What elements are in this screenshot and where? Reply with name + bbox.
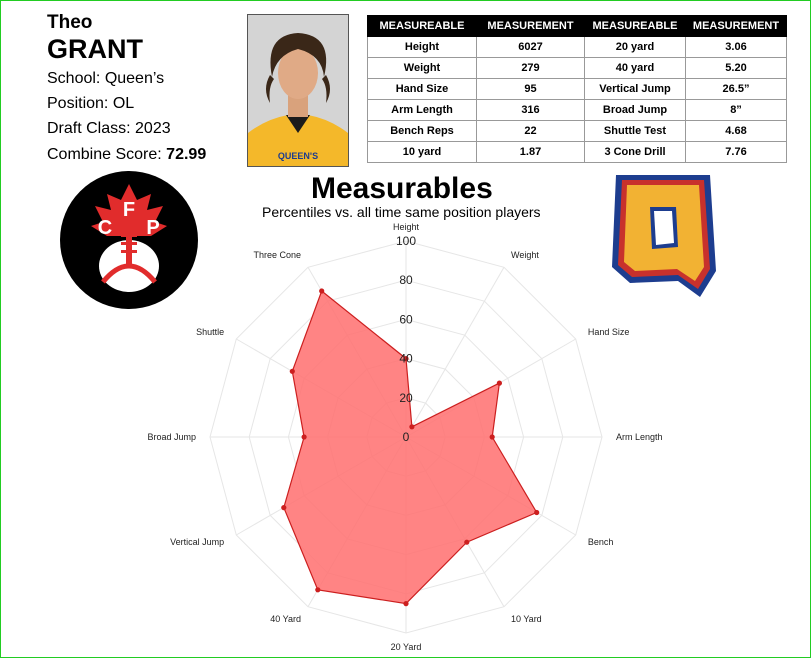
data-point: [289, 368, 295, 374]
data-point: [301, 434, 307, 440]
table-cell: 40 yard: [584, 57, 686, 79]
radial-tick-label: 80: [399, 273, 413, 287]
table-header-row: MEASUREABLE MEASUREMENT MEASUREABLE MEAS…: [367, 15, 787, 37]
axis-label: Vertical Jump: [170, 537, 224, 547]
axis-label: Height: [393, 222, 420, 232]
table-cell: Height: [367, 36, 477, 58]
data-point: [403, 601, 409, 607]
draft-class-line: Draft Class: 2023: [47, 120, 171, 137]
player-first-name: Theo: [47, 12, 93, 33]
axis-label: Hand Size: [588, 327, 630, 337]
jersey-text: QUEEN'S: [278, 151, 318, 161]
axis-labels: Height Weight Hand Size Arm Length Bench 10 Y…: [147, 222, 662, 652]
axis-label: 20 Yard: [391, 642, 422, 652]
axis-label: Bench: [588, 537, 614, 547]
header-measurement-1: MEASUREMENT: [476, 15, 585, 37]
header-measurement-2: MEASUREMENT: [685, 15, 787, 37]
position-line: Position: OL: [47, 95, 135, 112]
table-cell: Weight: [367, 57, 477, 79]
table-row: Height 6027 20 yard 3.06: [367, 36, 787, 58]
table-cell: 6027: [476, 36, 585, 58]
cfp-logo: C F P: [55, 170, 203, 310]
axis-label: 40 Yard: [270, 614, 301, 624]
radar-series: [281, 288, 540, 607]
data-point: [315, 587, 321, 593]
radar-area: [283, 290, 538, 605]
table-row: 10 yard 1.87 3 Cone Drill 7.76: [367, 141, 787, 163]
radial-tick-label: 60: [399, 312, 413, 326]
chart-subtitle: Percentiles vs. all time same position p…: [262, 204, 541, 220]
table-row: Arm Length 316 Broad Jump 8”: [367, 99, 787, 121]
axis-label: Shuttle: [196, 327, 224, 337]
radial-tick-label: 100: [396, 234, 416, 248]
grid-spoke: [405, 267, 505, 438]
chart-title: Measurables: [311, 172, 493, 205]
axis-label: Three Cone: [253, 250, 301, 260]
data-point: [496, 380, 502, 386]
axis-label: Broad Jump: [147, 432, 196, 442]
table-cell: 7.76: [685, 141, 787, 163]
radial-ticks: 0 20 40 60 80 100: [396, 234, 416, 444]
data-point: [403, 356, 409, 362]
header-measureable-1: MEASUREABLE: [367, 15, 477, 37]
axis-label: Arm Length: [616, 432, 663, 442]
cfp-letter-f: F: [123, 199, 135, 221]
table-cell: 1.87: [476, 141, 585, 163]
axis-label: 10 Yard: [511, 614, 542, 624]
table-row: Bench Reps 22 Shuttle Test 4.68: [367, 120, 787, 142]
data-point: [534, 509, 540, 516]
player-photo: QUEEN'S: [247, 14, 349, 167]
measurements-table: MEASUREABLE MEASUREMENT MEASUREABLE MEAS…: [367, 15, 787, 163]
radial-tick-label: 20: [399, 391, 413, 405]
radial-tick-label: 40: [399, 352, 413, 366]
data-point: [489, 434, 495, 440]
cfp-letter-p: P: [146, 217, 159, 239]
header-measureable-2: MEASUREABLE: [584, 15, 686, 37]
combine-score-line: Combine Score: 72.99: [47, 146, 206, 164]
data-point: [409, 424, 415, 430]
table-cell: 95: [476, 78, 585, 100]
data-point: [281, 505, 287, 511]
radial-tick-label: 0: [403, 430, 410, 444]
axis-label: Weight: [511, 250, 539, 260]
table-cell: 10 yard: [367, 141, 477, 163]
table-cell: 3 Cone Drill: [584, 141, 686, 163]
cfp-letter-c: C: [98, 217, 112, 239]
table-cell: 22: [476, 120, 585, 142]
table-row: Weight 279 40 yard 5.20: [367, 57, 787, 79]
player-last-name: GRANT: [47, 34, 143, 64]
school-line: School: Queen’s: [47, 70, 165, 87]
combine-score-label: Combine Score:: [47, 146, 167, 163]
data-point: [464, 539, 470, 545]
queens-q-logo: [608, 171, 722, 301]
combine-score-value: 72.99: [166, 146, 207, 163]
data-point: [319, 288, 325, 294]
